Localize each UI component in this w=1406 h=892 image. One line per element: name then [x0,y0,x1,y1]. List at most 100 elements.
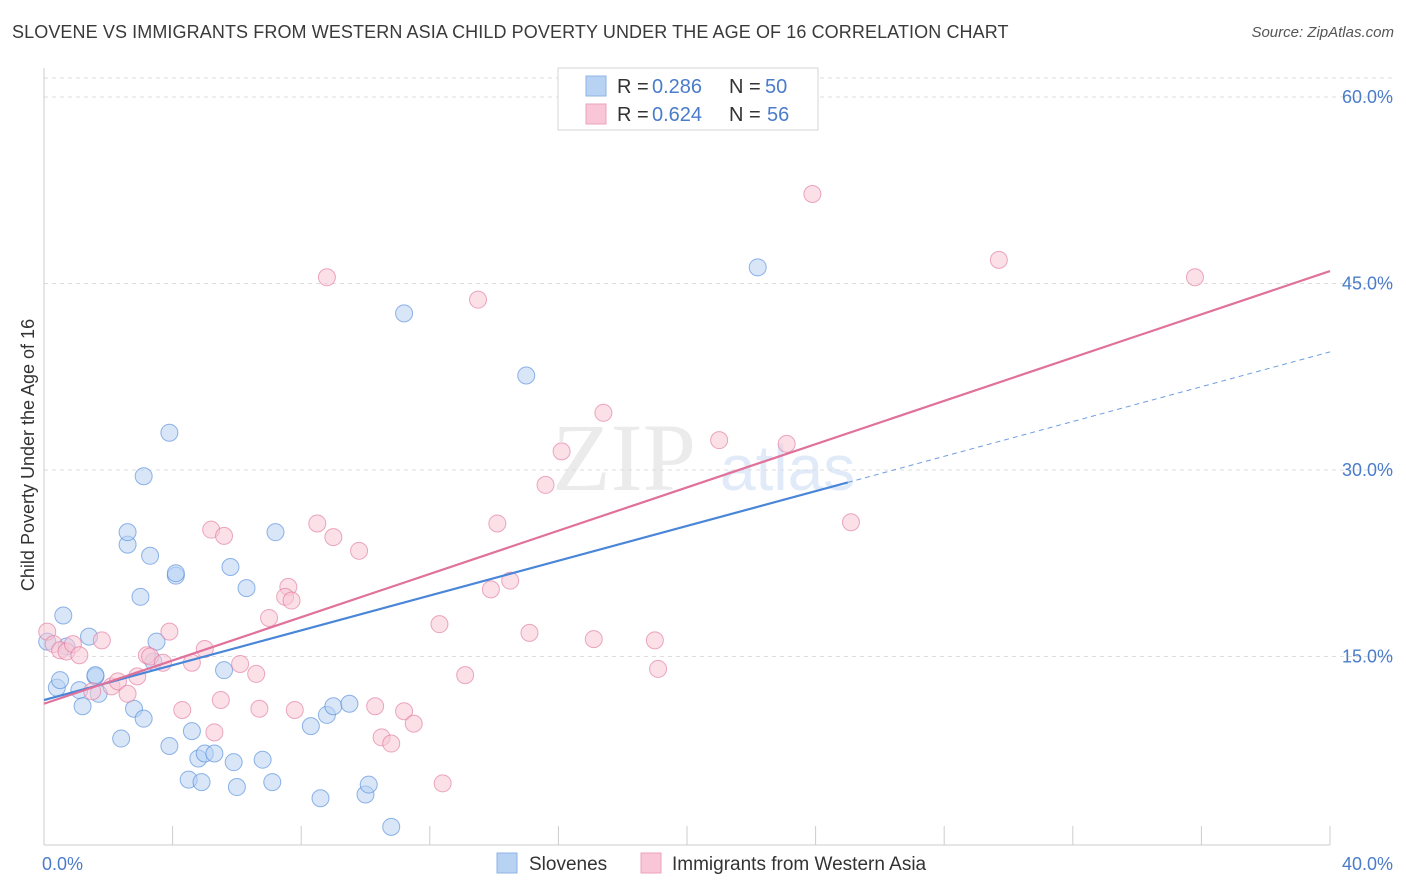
point-immigrants [488,514,507,533]
point-slovenes [224,753,243,772]
point-slovenes [192,773,211,792]
point-immigrants [308,514,327,533]
point-immigrants [395,702,414,721]
point-immigrants [433,774,452,793]
point-immigrants [841,513,860,532]
point-slovenes [340,694,359,713]
legend-n-immigrants: 56 [767,104,789,126]
point-immigrants [645,631,664,650]
point-slovenes [205,744,224,763]
x-tick-label: 40.0% [1342,854,1393,874]
point-slovenes [141,546,160,565]
point-slovenes [51,671,70,690]
point-slovenes [215,661,234,680]
point-slovenes [160,737,179,756]
point-immigrants [481,580,500,599]
point-slovenes [263,773,282,792]
point-immigrants [382,734,401,753]
watermark-zip: ZIP [552,404,696,511]
point-slovenes [311,789,330,808]
point-immigrants [594,403,613,422]
correlation-legend: R = 0.286 N = 50 R = 0.624 N = 56 [557,67,819,131]
point-immigrants [317,268,336,287]
point-immigrants [211,691,230,710]
trend-line-slovenes-extension [847,351,1331,483]
point-slovenes [182,722,201,741]
legend-r-label: R = [617,104,649,126]
point-immigrants [92,631,111,650]
point-immigrants [430,615,449,634]
legend-swatch-slovenes [585,75,607,97]
point-immigrants [282,591,301,610]
trend-lines [43,270,1331,705]
point-immigrants [118,684,137,703]
point-slovenes [131,587,150,606]
axes [43,68,1331,846]
watermark: ZIP atlas [552,404,855,511]
source-credit: Source: ZipAtlas.com [1251,24,1394,41]
legend-n-slovenes: 50 [765,76,787,98]
point-slovenes [118,523,137,542]
point-slovenes [748,258,767,277]
point-immigrants [584,630,603,649]
point-immigrants [456,666,475,685]
legend-n-label: N = [729,76,761,98]
chart-title: SLOVENE VS IMMIGRANTS FROM WESTERN ASIA … [12,22,1009,42]
y-tick-label: 60.0% [1342,87,1393,107]
legend-n-label: N = [729,104,761,126]
point-slovenes [134,709,153,728]
point-immigrants [350,541,369,560]
point-immigrants [285,700,304,719]
point-immigrants [404,714,423,733]
point-slovenes [221,557,240,576]
point-slovenes [517,366,536,385]
point-slovenes [324,697,343,716]
point-slovenes [301,717,320,736]
point-immigrants [501,571,520,590]
point-immigrants [520,623,539,642]
y-tick-label: 30.0% [1342,460,1393,480]
point-slovenes [253,750,272,769]
point-immigrants [803,184,822,203]
point-immigrants [536,475,555,494]
point-immigrants [205,723,224,742]
point-slovenes [112,729,131,748]
series-swatch-immigrants [640,852,662,874]
trend-line-immigrants [43,270,1331,705]
point-immigrants [989,250,1008,269]
point-slovenes [54,606,73,625]
point-immigrants [247,664,266,683]
point-slovenes [166,564,185,583]
point-slovenes [237,579,256,598]
series-swatch-slovenes [496,852,518,874]
point-slovenes [382,817,401,836]
point-immigrants [260,608,279,627]
point-immigrants [1185,268,1204,287]
point-slovenes [395,304,414,323]
data-points [38,184,1204,836]
point-slovenes [266,523,285,542]
point-slovenes [73,697,92,716]
point-slovenes [359,775,378,794]
legend-r-label: R = [617,76,649,98]
series-label-immigrants: Immigrants from Western Asia [672,854,927,875]
tick-labels: 15.0% 30.0% 45.0% 60.0% 0.0% 40.0% [42,87,1393,874]
legend-r-immigrants: 0.624 [652,104,702,126]
x-tick-label: 0.0% [42,854,83,874]
point-immigrants [70,646,89,665]
point-immigrants [160,622,179,641]
y-tick-label: 45.0% [1342,274,1393,294]
point-immigrants [469,290,488,309]
point-immigrants [324,528,343,547]
point-slovenes [160,423,179,442]
point-immigrants [231,654,250,673]
point-slovenes [227,778,246,797]
point-immigrants [250,699,269,718]
point-immigrants [173,700,192,719]
trend-line-slovenes [43,481,849,702]
point-immigrants [552,442,571,461]
point-immigrants [649,659,668,678]
legend-r-slovenes: 0.286 [652,76,702,98]
y-tick-label: 15.0% [1342,647,1393,667]
